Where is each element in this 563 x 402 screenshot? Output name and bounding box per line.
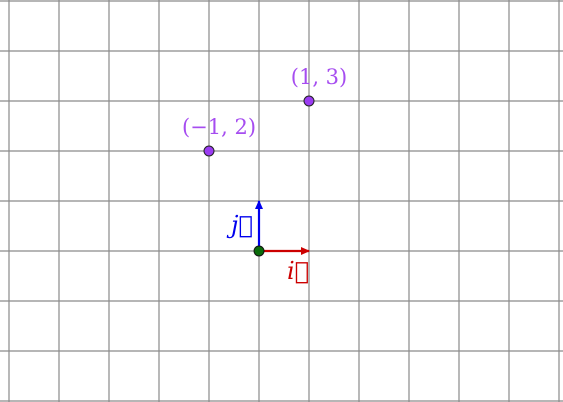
point-minus1-2: (−1, 2) — [182, 115, 256, 157]
point-minus1-2-dot — [203, 145, 215, 157]
point-1-3-dot — [303, 95, 315, 107]
basis-vectors: i⃗ j⃗ — [226, 200, 310, 285]
origin-marker — [253, 245, 265, 257]
vector-i-label: i⃗ — [287, 257, 309, 285]
vector-j-label: j⃗ — [226, 211, 253, 239]
vector-i: i⃗ — [259, 247, 310, 285]
origin-point — [253, 245, 265, 257]
point-1-3-label: (1, 3) — [291, 65, 347, 89]
point-1-3: (1, 3) — [291, 65, 347, 107]
point-minus1-2-label: (−1, 2) — [182, 115, 256, 139]
plotted-points: (−1, 2) (1, 3) — [182, 65, 347, 157]
vector-j: j⃗ — [226, 200, 263, 251]
